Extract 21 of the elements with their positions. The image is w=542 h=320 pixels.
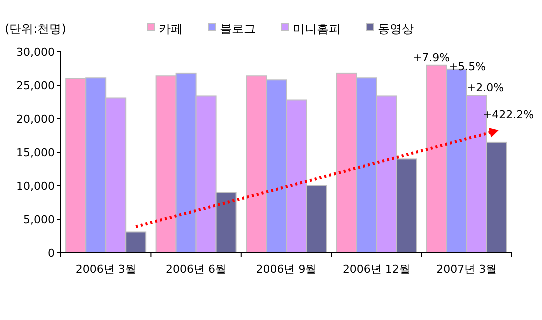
y-tick-label: 10,000	[16, 180, 55, 193]
y-axis-title: (단위:천명)	[5, 22, 66, 36]
annotation: +7.9%	[412, 51, 450, 64]
y-tick-label: 25,000	[16, 80, 55, 92]
legend-label: 블로그	[220, 22, 256, 36]
y-tick-label: 20,000	[16, 113, 55, 126]
x-tick-label: 2006년 12월	[342, 263, 410, 276]
y-tick-label: 5,000	[24, 214, 55, 226]
y-tick-label: 15,000	[16, 146, 55, 160]
x-tick-label: 2007년 3월	[436, 263, 498, 276]
y-tick-label: 30,000	[16, 46, 55, 59]
y-tick-label: 0	[48, 247, 55, 260]
annotation: +422.2%	[482, 108, 534, 122]
x-tick-label: 2006년 6월	[166, 263, 227, 276]
x-tick-label: 2006년 3월	[76, 263, 136, 276]
annotation: +2.0%	[466, 82, 504, 95]
legend-label: 미니홈피	[293, 22, 341, 36]
x-tick-label: 2006년 9월	[256, 263, 317, 276]
legend-label: 동영상	[378, 22, 414, 36]
annotation: +5.5%	[448, 60, 486, 74]
legend-label: 카페	[159, 22, 183, 36]
